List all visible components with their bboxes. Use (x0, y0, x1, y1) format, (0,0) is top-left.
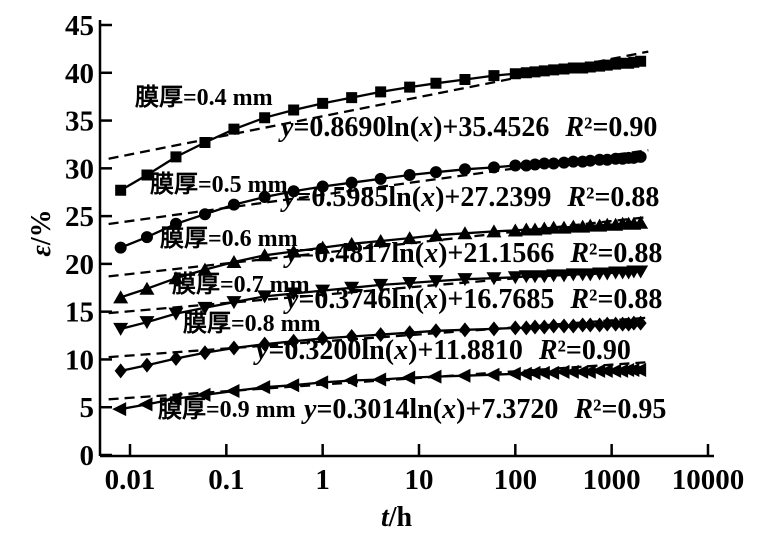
y-tick-label: 0 (80, 440, 95, 472)
y-tick-label: 30 (65, 153, 94, 185)
data-series (112, 55, 649, 417)
x-tick-label: 1 (315, 464, 330, 496)
x-tick-label: 1000 (583, 464, 641, 496)
y-tick-label: 40 (65, 58, 94, 90)
x-tick-label: 10000 (672, 464, 745, 496)
series-markers-circle (114, 150, 647, 254)
y-tick-label: 15 (65, 297, 94, 329)
y-tick-label: 45 (65, 10, 94, 42)
y-tick-label: 5 (80, 392, 95, 424)
x-tick-label: 100 (494, 464, 538, 496)
x-axis-title: t/h (381, 502, 413, 533)
y-tick-label: 10 (65, 344, 94, 376)
fit-line (108, 316, 649, 359)
series-markers-diamond (114, 315, 647, 379)
series-markers-triangle-down (113, 265, 649, 336)
y-tick-label: 20 (65, 249, 94, 281)
series-markers-square (115, 55, 647, 196)
series-markers-triangle-left (112, 362, 647, 417)
y-tick-label: 25 (65, 201, 94, 233)
x-tick-label: 10 (404, 464, 433, 496)
x-tick-label: 0.01 (105, 464, 156, 496)
y-axis-title: ε/% (26, 209, 57, 257)
fit-line (108, 50, 649, 160)
axes: 0 5 10 15 20 25 30 35 40 45 0.01 0.1 1 10 100 1000 10000 (65, 10, 744, 496)
series-line (120, 60, 641, 192)
x-tick-label: 0.1 (208, 464, 244, 496)
y-tick-label: 35 (65, 106, 94, 138)
fit-lines (108, 50, 649, 401)
